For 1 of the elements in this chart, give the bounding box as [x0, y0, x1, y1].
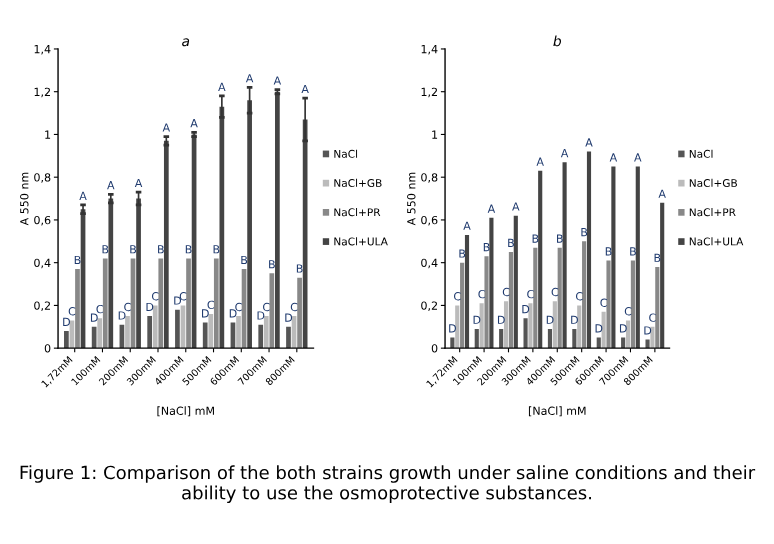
caption: Figure 1: Comparison of the both strains growth under saline conditions and their ability to use the osmoprotective substances.: [20, 465, 756, 504]
